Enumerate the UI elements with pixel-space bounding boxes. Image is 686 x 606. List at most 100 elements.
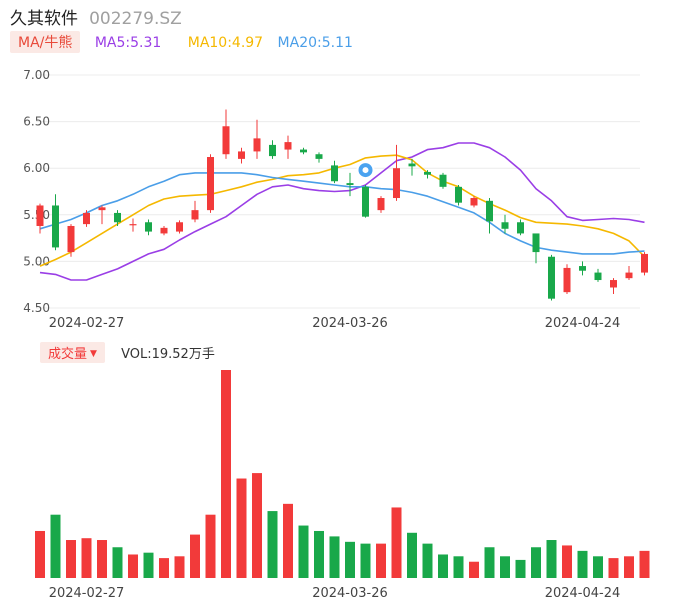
date-label: 2024-02-27 — [49, 316, 125, 331]
volume-bar — [143, 552, 154, 578]
volume-bar — [236, 478, 247, 578]
candle-body — [610, 280, 617, 288]
candle — [253, 119, 261, 159]
volume-bar — [438, 554, 448, 578]
candle — [98, 205, 106, 225]
candle-body — [393, 168, 400, 199]
candle — [269, 140, 276, 159]
volume-bar — [128, 554, 138, 578]
volume-bar — [35, 530, 45, 578]
volume-bar — [515, 559, 526, 578]
candle — [331, 160, 338, 184]
candle — [238, 147, 245, 164]
candle — [579, 261, 586, 276]
candle — [625, 266, 633, 281]
candle-body — [563, 267, 571, 293]
candle — [641, 252, 648, 276]
candle — [300, 147, 307, 155]
ma10-legend: MA10:4.97 — [187, 35, 264, 51]
volume-indicator-tag[interactable]: 成交量 ▼ — [40, 342, 105, 363]
ma-indicator-tag[interactable]: MA/牛熊 — [10, 31, 81, 53]
volume-bar — [577, 550, 588, 578]
moving-average-lines — [39, 142, 646, 281]
candle — [114, 210, 121, 226]
candle — [346, 172, 354, 197]
candle — [501, 214, 509, 234]
volume-bar — [50, 514, 61, 578]
candle-body — [424, 171, 431, 175]
volume-bar — [376, 543, 386, 578]
volume-bar — [562, 545, 572, 578]
volume-bar — [97, 540, 107, 578]
candle-body — [470, 198, 478, 206]
candle — [455, 184, 462, 206]
candle — [83, 210, 90, 227]
volume-bar — [112, 547, 123, 578]
dropdown-arrow-icon: ▼ — [90, 349, 97, 359]
candlesticks — [36, 109, 648, 301]
candle — [439, 172, 447, 189]
candle-body — [145, 222, 152, 232]
candle-body — [36, 205, 44, 226]
candle — [408, 158, 416, 176]
candle — [563, 264, 571, 295]
price-tick-label: 6.50 — [23, 115, 50, 129]
volume-bar — [546, 540, 557, 578]
event-marker-dot — [362, 167, 369, 174]
price-axis: 7.006.506.005.505.004.50 — [23, 68, 50, 315]
volume-date-axis: 2024-02-27 2024-03-26 2024-04-24 — [49, 586, 621, 601]
volume-bar — [639, 550, 650, 578]
candle — [470, 196, 478, 208]
date-label: 2024-03-26 — [312, 586, 388, 601]
volume-bar — [469, 561, 479, 578]
price-tick-label: 5.00 — [23, 254, 50, 268]
volume-bar — [298, 525, 309, 578]
ma5-legend: MA5:5.31 — [94, 35, 162, 51]
volume-bar — [608, 558, 619, 578]
candle — [377, 196, 385, 213]
candle — [594, 268, 602, 282]
volume-bar — [314, 530, 324, 578]
candle — [52, 194, 59, 251]
candle — [393, 144, 400, 201]
candle — [517, 219, 524, 236]
event-marker[interactable] — [356, 161, 375, 180]
candle-body — [408, 163, 416, 167]
candle-body — [579, 266, 586, 271]
date-label: 2024-03-26 — [312, 316, 388, 331]
candle-body — [207, 157, 214, 211]
volume-bar — [453, 556, 464, 578]
price-tick-label: 4.50 — [23, 301, 50, 315]
candle-body — [222, 126, 230, 155]
price-grid — [36, 74, 640, 309]
ma10-line — [39, 154, 646, 267]
volume-bar — [593, 556, 603, 578]
candle-body — [362, 186, 369, 217]
chart-header: 久其软件 002279.SZ — [10, 4, 182, 29]
candle — [362, 184, 369, 218]
candle-body — [532, 233, 540, 253]
volume-bar — [391, 507, 402, 578]
candle-body — [191, 210, 199, 220]
volume-bar — [360, 543, 371, 578]
stock-code: 002279.SZ — [89, 9, 182, 29]
candle-body — [501, 222, 509, 229]
volume-indicator-label: 成交量 — [48, 347, 88, 362]
candle-body — [67, 225, 75, 253]
candle-body — [594, 272, 602, 281]
volume-bar — [345, 541, 355, 578]
volume-bar — [283, 503, 293, 578]
volume-bar — [159, 558, 169, 578]
volume-bar — [174, 556, 185, 578]
ma20-legend: MA20:5.11 — [277, 35, 353, 51]
volume-legend: 成交量 ▼ VOL:19.52万手 — [40, 342, 215, 363]
price-tick-label: 6.00 — [23, 161, 50, 175]
volume-bar — [252, 473, 262, 578]
candle — [548, 254, 555, 301]
candle-body — [548, 256, 555, 299]
candle-body — [377, 198, 385, 211]
candle-body — [98, 207, 106, 211]
date-label: 2024-04-24 — [545, 586, 621, 601]
date-label: 2024-04-24 — [545, 316, 621, 331]
volume-bar — [624, 556, 634, 578]
